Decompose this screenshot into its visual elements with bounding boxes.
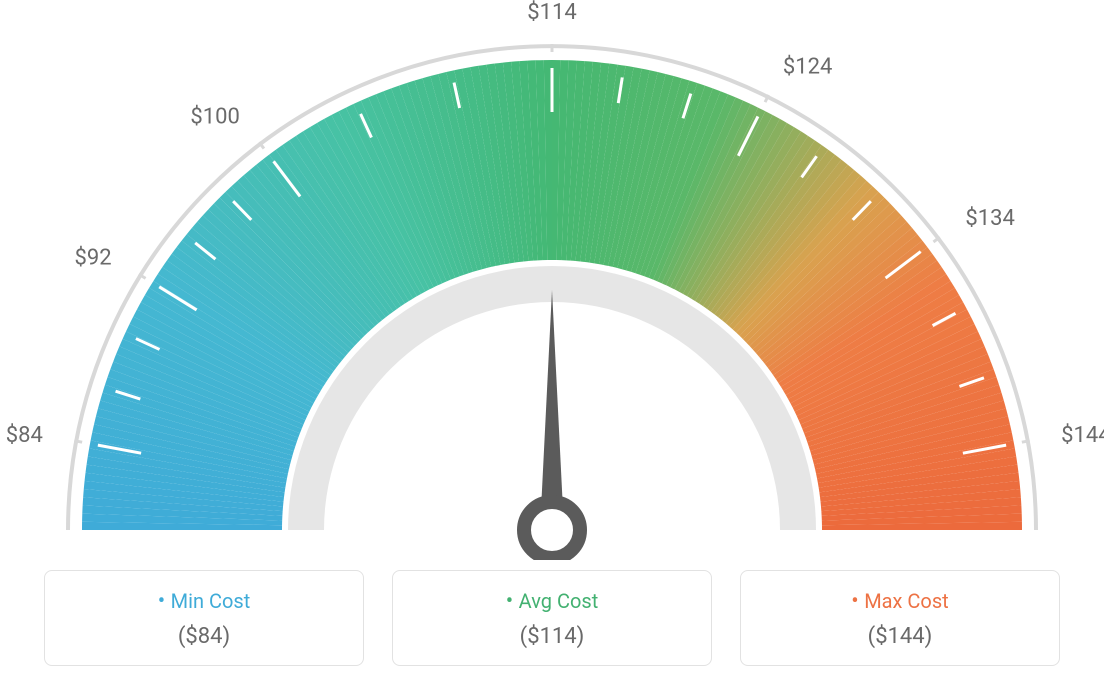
gauge-tick-label: $124 — [783, 54, 832, 79]
gauge-tick-label: $92 — [74, 245, 111, 270]
legend-card-max: Max Cost ($144) — [740, 570, 1060, 666]
gauge-tick-label: $100 — [190, 105, 239, 130]
gauge-needle-hub — [524, 502, 580, 558]
gauge-tick-label: $84 — [6, 423, 43, 448]
gauge-tick-label: $114 — [527, 0, 576, 25]
gauge-svg: $84 $92 $100 $114 $124 $134 $144 — [0, 0, 1104, 560]
gauge-tick-label: $134 — [965, 206, 1014, 231]
gauge-tick-label: $144 — [1061, 423, 1104, 448]
legend-min-label: Min Cost — [55, 589, 353, 614]
gauge-needle — [540, 290, 564, 530]
legend-avg-label: Avg Cost — [403, 589, 701, 614]
legend-avg-value: ($114) — [403, 624, 701, 649]
gauge-chart: $84 $92 $100 $114 $124 $134 $144 — [0, 0, 1104, 560]
legend-min-value: ($84) — [55, 624, 353, 649]
legend-card-min: Min Cost ($84) — [44, 570, 364, 666]
legend-card-avg: Avg Cost ($114) — [392, 570, 712, 666]
legend-max-label: Max Cost — [751, 589, 1049, 614]
legend-row: Min Cost ($84) Avg Cost ($114) Max Cost … — [0, 570, 1104, 666]
legend-max-value: ($144) — [751, 624, 1049, 649]
